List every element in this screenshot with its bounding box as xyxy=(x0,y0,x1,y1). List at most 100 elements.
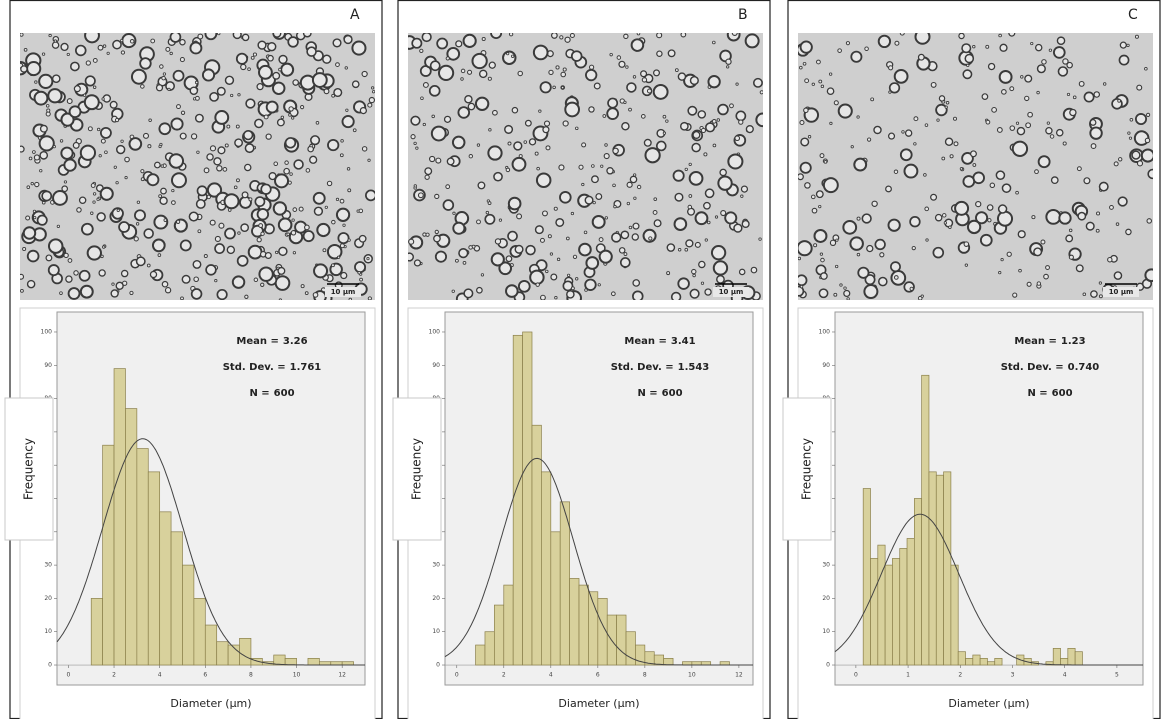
droplet xyxy=(109,100,118,109)
droplet xyxy=(953,116,958,121)
histogram-bar xyxy=(913,498,923,666)
x-tick-label: 6 xyxy=(596,672,600,679)
droplet xyxy=(280,115,285,120)
droplet xyxy=(90,211,94,215)
histogram-bar xyxy=(625,631,636,666)
droplet xyxy=(979,233,993,247)
droplet xyxy=(124,156,130,163)
droplet xyxy=(203,254,208,259)
droplet xyxy=(149,270,158,279)
droplet xyxy=(434,250,448,263)
droplet xyxy=(506,52,510,56)
normal-curve xyxy=(444,457,753,666)
droplet xyxy=(253,277,259,283)
droplet xyxy=(176,219,181,224)
droplet xyxy=(194,80,199,85)
x-tick-label: 12 xyxy=(338,672,346,679)
droplet xyxy=(853,157,868,172)
droplet xyxy=(23,47,28,52)
droplet xyxy=(572,254,578,260)
droplet xyxy=(887,218,901,232)
droplet xyxy=(610,291,616,297)
droplet xyxy=(78,269,91,282)
droplet xyxy=(1144,268,1153,283)
droplet xyxy=(339,153,344,158)
x-tick-label: 8 xyxy=(643,672,647,679)
y-tick-label: 30 xyxy=(822,562,830,569)
droplet xyxy=(68,105,82,119)
droplet xyxy=(197,229,202,234)
scale-bar-label: 10 µm xyxy=(1109,288,1134,296)
droplet xyxy=(632,279,641,287)
droplet xyxy=(688,170,704,186)
droplet xyxy=(33,154,40,161)
droplet xyxy=(97,127,101,132)
droplet xyxy=(1136,160,1144,167)
droplet xyxy=(1033,247,1043,257)
droplet xyxy=(244,143,255,154)
droplet xyxy=(620,230,630,240)
droplet xyxy=(214,279,218,283)
droplet xyxy=(216,165,223,172)
droplet xyxy=(1128,136,1133,140)
droplet xyxy=(345,108,349,112)
droplet xyxy=(932,246,945,259)
droplet xyxy=(953,141,959,147)
droplet xyxy=(309,155,318,164)
histogram-bar xyxy=(935,474,944,666)
droplet xyxy=(604,143,608,147)
x-axis-label: Diameter (µm) xyxy=(170,697,251,710)
droplet xyxy=(687,105,698,116)
droplet xyxy=(56,224,60,228)
histogram-bar xyxy=(559,501,570,666)
droplet xyxy=(1134,34,1139,39)
droplet xyxy=(1066,92,1071,97)
droplet xyxy=(1026,281,1032,287)
droplet xyxy=(822,177,839,194)
droplet xyxy=(850,145,854,149)
droplet xyxy=(680,33,687,38)
x-tick-label: 4 xyxy=(549,672,553,679)
droplet xyxy=(419,48,424,54)
droplet xyxy=(295,33,306,41)
droplet xyxy=(826,87,835,96)
droplet xyxy=(291,218,295,222)
droplet xyxy=(689,75,699,86)
droplet xyxy=(641,77,648,83)
droplet xyxy=(230,93,234,98)
droplet xyxy=(66,52,70,57)
droplet xyxy=(962,69,973,80)
y-label-box xyxy=(782,397,832,541)
droplet xyxy=(80,222,94,236)
droplet xyxy=(707,75,721,89)
droplet xyxy=(180,296,184,300)
histogram-bar xyxy=(113,368,126,666)
droplet xyxy=(146,173,160,187)
x-tick-label: 4 xyxy=(1063,672,1067,679)
droplet xyxy=(674,68,679,72)
droplet xyxy=(102,44,107,48)
droplet xyxy=(158,122,172,136)
droplet xyxy=(598,237,604,243)
droplet xyxy=(494,238,502,245)
droplet xyxy=(893,68,909,84)
droplet xyxy=(562,280,574,292)
droplet xyxy=(342,223,346,227)
droplet xyxy=(153,161,161,169)
stat-name: Mean = xyxy=(1014,336,1056,347)
droplet xyxy=(372,90,375,94)
droplet xyxy=(652,210,658,215)
y-axis-label: Frequency xyxy=(800,438,814,500)
droplet xyxy=(888,132,896,140)
y-tick-label: 0 xyxy=(826,662,830,669)
droplet xyxy=(179,132,187,140)
droplet xyxy=(588,64,595,70)
droplet xyxy=(171,200,176,205)
droplet xyxy=(750,266,758,274)
droplet xyxy=(102,245,106,249)
droplet xyxy=(1024,95,1030,102)
droplet xyxy=(930,81,937,88)
droplet xyxy=(1119,41,1127,49)
droplet xyxy=(97,44,104,51)
